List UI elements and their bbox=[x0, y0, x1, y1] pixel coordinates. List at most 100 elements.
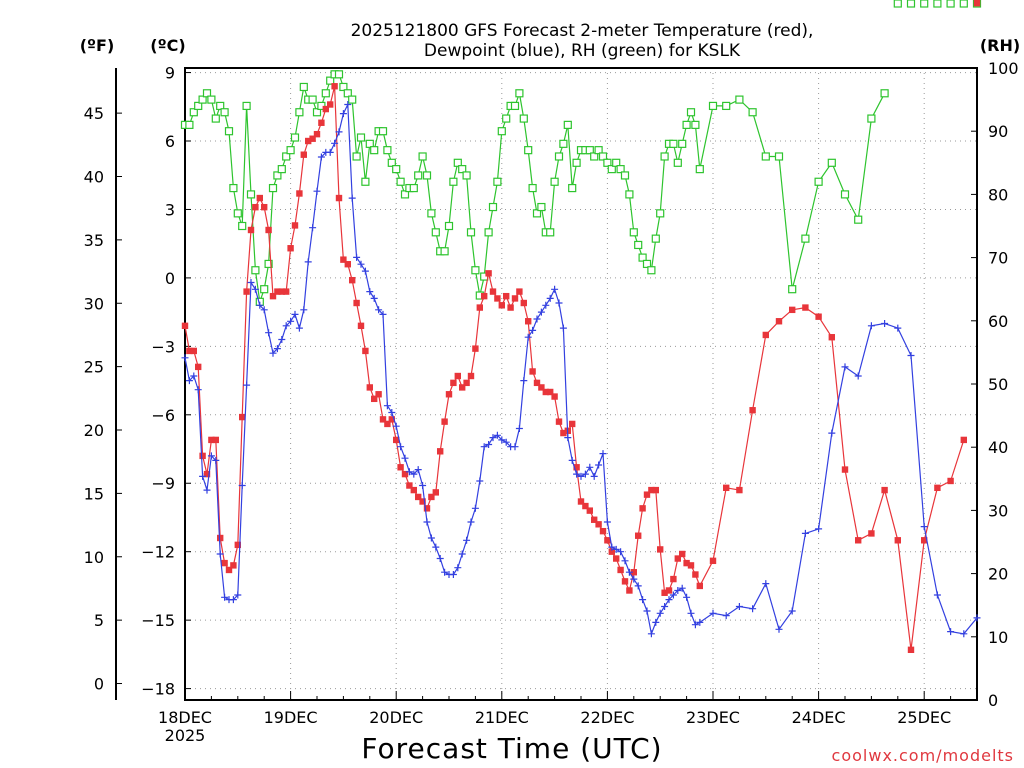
rh-point bbox=[550, 177, 559, 186]
temperature-point bbox=[485, 270, 492, 277]
dewpoint-point bbox=[788, 607, 796, 615]
temperature-point bbox=[591, 516, 598, 523]
rh-point bbox=[669, 139, 678, 148]
rh-point bbox=[326, 76, 335, 85]
dewpoint-point bbox=[533, 315, 541, 323]
rh-point bbox=[682, 120, 691, 129]
rh-tick-label: 10 bbox=[988, 628, 1008, 647]
celsius-axis: 9 6 3 0 −3 −6 −9 −12 −15 −18 bbox=[141, 64, 191, 699]
time-tick-label: 18DEC bbox=[158, 708, 212, 727]
temperature-point bbox=[533, 379, 541, 387]
dewpoint-point bbox=[441, 568, 449, 576]
temperature-point bbox=[617, 566, 624, 574]
dewpoint-point bbox=[683, 593, 691, 601]
rh-point bbox=[396, 177, 405, 186]
dewpoint-point bbox=[573, 470, 581, 478]
rh-point bbox=[537, 202, 546, 212]
rh-point bbox=[418, 152, 427, 161]
temperature-point bbox=[595, 521, 602, 528]
dewpoint-point bbox=[348, 194, 356, 202]
rh-point bbox=[493, 177, 502, 186]
rh-point bbox=[801, 234, 810, 243]
dewpoint-point bbox=[498, 436, 506, 444]
temperature-point bbox=[639, 505, 646, 512]
temperature-point bbox=[190, 347, 197, 355]
rh-point bbox=[286, 146, 295, 155]
temperature-point bbox=[415, 493, 422, 501]
rh-point bbox=[893, 0, 902, 8]
temperature-point bbox=[960, 436, 967, 444]
temperature-point bbox=[445, 391, 453, 398]
temperature-point bbox=[683, 559, 690, 567]
dewpoint-point bbox=[603, 518, 611, 526]
dewpoint-point bbox=[511, 443, 519, 451]
temperature-point bbox=[181, 322, 189, 330]
rh-point bbox=[238, 221, 247, 231]
dewpoint-point bbox=[551, 285, 559, 293]
dewpoint-point bbox=[269, 349, 277, 357]
dewpoint-point bbox=[401, 454, 409, 462]
rh-tick-label: 90 bbox=[988, 122, 1008, 141]
rh-point bbox=[660, 152, 669, 161]
rh-point bbox=[453, 158, 462, 167]
dewpoint-point bbox=[502, 438, 510, 446]
temperature-point bbox=[542, 388, 549, 396]
rh-point bbox=[282, 152, 291, 161]
temperature-point bbox=[313, 130, 321, 138]
dewpoint-point bbox=[427, 534, 435, 542]
dewpoint-point bbox=[304, 258, 312, 266]
rh-point bbox=[686, 108, 696, 117]
rh-point bbox=[691, 120, 700, 129]
rh-point bbox=[647, 266, 656, 275]
celsius-tick-label: −3 bbox=[151, 337, 175, 356]
dewpoint-point bbox=[419, 482, 427, 489]
dewpoint-point bbox=[190, 372, 198, 380]
celsius-tick-label: 3 bbox=[165, 200, 175, 219]
dewpoint-point bbox=[577, 472, 585, 480]
dewpoint-point bbox=[617, 548, 625, 556]
temperature-point bbox=[520, 299, 527, 307]
temperature-point bbox=[674, 555, 681, 562]
fahrenheit-tick-label: 45 bbox=[84, 104, 104, 123]
series-dewpoint bbox=[181, 101, 981, 638]
dewpoint-point bbox=[375, 306, 383, 314]
rh-point bbox=[651, 234, 660, 243]
rh-point bbox=[959, 0, 968, 8]
temperature-point bbox=[397, 464, 404, 471]
rh-point bbox=[497, 127, 506, 136]
dewpoint-point bbox=[669, 591, 677, 599]
temperature-point bbox=[604, 537, 611, 544]
temperature-point bbox=[432, 489, 439, 496]
temperature-point bbox=[665, 587, 673, 594]
dewpoint-point bbox=[652, 618, 660, 626]
temperature-point bbox=[498, 302, 505, 309]
series-temperature bbox=[181, 0, 981, 654]
dewpoint-point bbox=[815, 525, 823, 533]
rh-point bbox=[458, 165, 467, 174]
temperature-point bbox=[582, 502, 589, 510]
rh-point bbox=[827, 158, 836, 167]
temperature-point bbox=[516, 288, 523, 295]
dewpoint-point bbox=[392, 422, 400, 430]
dewpoint-point bbox=[361, 267, 369, 275]
dewpoint-point bbox=[243, 381, 251, 389]
dewpoint-point bbox=[185, 377, 193, 385]
temperature-point bbox=[340, 256, 347, 263]
rh-point bbox=[189, 108, 198, 117]
chart-title-line-1: 2025121800 GFS Forecast 2-meter Temperat… bbox=[351, 21, 814, 41]
dewpoint-point bbox=[564, 434, 572, 442]
temperature-point bbox=[749, 407, 756, 414]
temperature-point bbox=[335, 194, 343, 202]
rh-point bbox=[321, 89, 330, 98]
celsius-tick-label: −9 bbox=[151, 474, 175, 493]
temperature-point bbox=[494, 295, 501, 302]
time-tick-label: 19DEC bbox=[264, 708, 318, 727]
rh-point bbox=[427, 209, 436, 218]
fahrenheit-axis: 45 40 35 30 25 20 15 10 5 0 bbox=[84, 104, 122, 694]
fahrenheit-tick-label: 0 bbox=[94, 675, 104, 694]
temperature-point bbox=[881, 486, 888, 494]
rh-point bbox=[616, 165, 625, 174]
rh-point bbox=[334, 70, 344, 79]
rh-point bbox=[471, 266, 480, 275]
dewpoint-point bbox=[643, 607, 651, 615]
